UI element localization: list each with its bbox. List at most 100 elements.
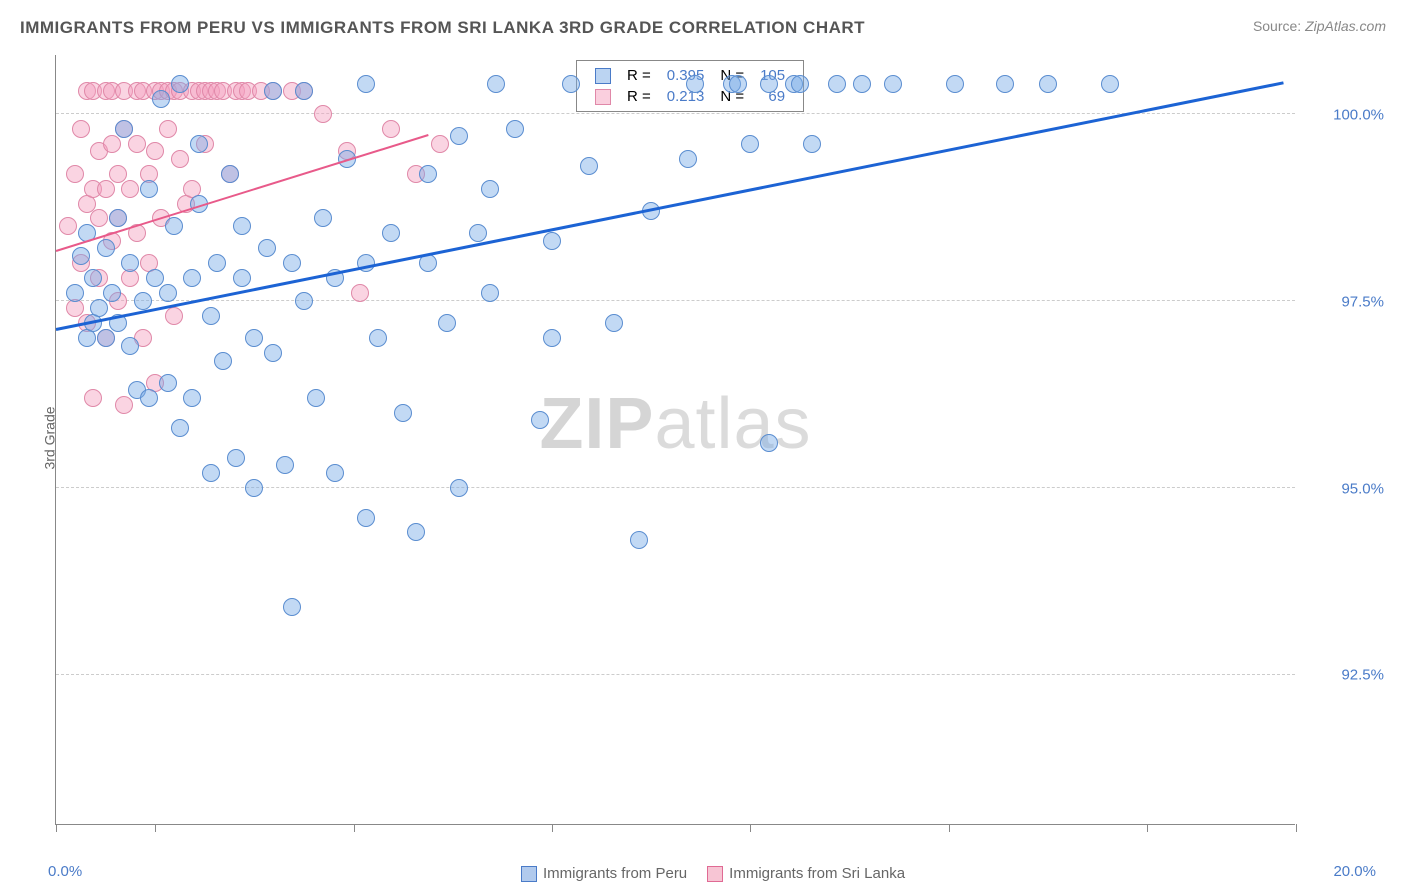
swatch-pink — [595, 89, 611, 105]
r-label: R = — [619, 65, 659, 86]
data-point-srilanka — [115, 396, 133, 414]
legend-label: Immigrants from Sri Lanka — [729, 865, 905, 882]
data-point-peru — [214, 352, 232, 370]
data-point-srilanka — [171, 150, 189, 168]
data-point-peru — [72, 247, 90, 265]
data-point-peru — [165, 217, 183, 235]
data-point-peru — [487, 75, 505, 93]
data-point-srilanka — [84, 389, 102, 407]
data-point-peru — [531, 411, 549, 429]
data-point-peru — [1039, 75, 1057, 93]
x-tick — [56, 824, 57, 832]
data-point-srilanka — [431, 135, 449, 153]
data-point-peru — [481, 284, 499, 302]
data-point-peru — [202, 464, 220, 482]
data-point-peru — [469, 224, 487, 242]
source-label: Source: — [1253, 18, 1301, 34]
data-point-peru — [103, 284, 121, 302]
data-point-peru — [264, 82, 282, 100]
data-point-peru — [450, 127, 468, 145]
legend-swatch-blue — [521, 866, 537, 882]
data-point-peru — [357, 509, 375, 527]
data-point-peru — [115, 120, 133, 138]
data-point-srilanka — [128, 135, 146, 153]
data-point-peru — [314, 209, 332, 227]
y-tick-label: 92.5% — [1341, 667, 1384, 684]
data-point-peru — [946, 75, 964, 93]
data-point-peru — [679, 150, 697, 168]
data-point-srilanka — [90, 209, 108, 227]
gridline — [56, 113, 1295, 114]
data-point-peru — [543, 232, 561, 250]
data-point-peru — [407, 523, 425, 541]
data-point-peru — [543, 329, 561, 347]
data-point-srilanka — [103, 135, 121, 153]
bottom-legend: Immigrants from PeruImmigrants from Sri … — [0, 865, 1406, 882]
x-tick — [949, 824, 950, 832]
data-point-srilanka — [109, 165, 127, 183]
data-point-peru — [283, 598, 301, 616]
data-point-peru — [233, 217, 251, 235]
gridline — [56, 674, 1295, 675]
data-point-peru — [97, 239, 115, 257]
gridline — [56, 300, 1295, 301]
data-point-peru — [66, 284, 84, 302]
x-tick — [750, 824, 751, 832]
data-point-peru — [853, 75, 871, 93]
gridline — [56, 487, 1295, 488]
data-point-peru — [227, 449, 245, 467]
data-point-peru — [134, 292, 152, 310]
data-point-peru — [121, 254, 139, 272]
data-point-peru — [121, 337, 139, 355]
data-point-peru — [159, 374, 177, 392]
data-point-peru — [438, 314, 456, 332]
data-point-peru — [791, 75, 809, 93]
data-point-peru — [190, 135, 208, 153]
data-point-peru — [90, 299, 108, 317]
data-point-peru — [221, 165, 239, 183]
r-value: 0.213 — [659, 86, 713, 107]
x-tick — [354, 824, 355, 832]
watermark: ZIPatlas — [539, 383, 811, 465]
data-point-peru — [506, 120, 524, 138]
data-point-peru — [996, 75, 1014, 93]
x-tick — [1296, 824, 1297, 832]
data-point-peru — [760, 434, 778, 452]
data-point-peru — [84, 269, 102, 287]
data-point-peru — [760, 75, 778, 93]
r-label: R = — [619, 86, 659, 107]
data-point-peru — [803, 135, 821, 153]
data-point-srilanka — [146, 142, 164, 160]
data-point-peru — [183, 269, 201, 287]
data-point-peru — [580, 157, 598, 175]
data-point-peru — [1101, 75, 1119, 93]
data-point-peru — [686, 75, 704, 93]
data-point-peru — [630, 531, 648, 549]
x-tick — [155, 824, 156, 832]
data-point-peru — [245, 479, 263, 497]
data-point-peru — [283, 254, 301, 272]
data-point-peru — [109, 209, 127, 227]
source-value: ZipAtlas.com — [1305, 18, 1386, 34]
data-point-peru — [419, 165, 437, 183]
data-point-peru — [562, 75, 580, 93]
data-point-peru — [183, 389, 201, 407]
data-point-peru — [202, 307, 220, 325]
y-tick-label: 97.5% — [1341, 293, 1384, 310]
data-point-srilanka — [159, 120, 177, 138]
data-point-srilanka — [351, 284, 369, 302]
data-point-peru — [382, 224, 400, 242]
data-point-peru — [276, 456, 294, 474]
data-point-peru — [140, 389, 158, 407]
data-point-peru — [171, 75, 189, 93]
data-point-peru — [394, 404, 412, 422]
chart-title: IMMIGRANTS FROM PERU VS IMMIGRANTS FROM … — [20, 18, 865, 38]
data-point-peru — [245, 329, 263, 347]
data-point-peru — [729, 75, 747, 93]
data-point-peru — [258, 239, 276, 257]
swatch-blue — [595, 68, 611, 84]
x-tick — [552, 824, 553, 832]
data-point-srilanka — [165, 307, 183, 325]
data-point-peru — [307, 389, 325, 407]
watermark-bold: ZIP — [539, 384, 654, 464]
